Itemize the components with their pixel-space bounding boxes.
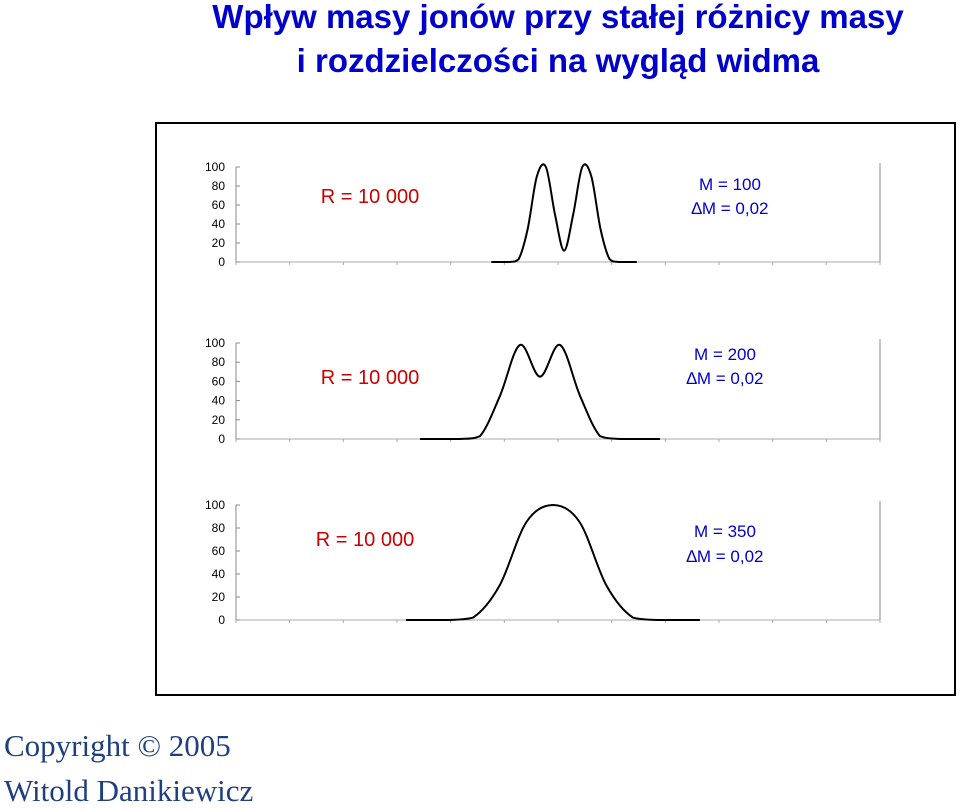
copyright-text: Copyright © 2005 xyxy=(4,728,231,763)
y-tick-label: 20 xyxy=(212,590,226,604)
chart-2: 100 80 60 40 20 0 R = 10 000 M = 200 ∆M = 0,02 xyxy=(205,336,881,446)
y-tick-label: 0 xyxy=(218,255,225,269)
spectrum-curve xyxy=(420,343,660,440)
y-tick-label: 60 xyxy=(212,198,226,212)
resolution-label: R = 10 000 xyxy=(321,186,419,208)
mass-difference-label: ∆M = 0,02 xyxy=(686,369,763,388)
spectrum-curve xyxy=(491,163,637,263)
mass-label: M = 350 xyxy=(694,522,756,541)
chart-3: 100 80 60 40 20 0 R = 10 000 M = 350 ∆M = 0,02 xyxy=(205,498,881,627)
y-tick-label: 0 xyxy=(218,432,225,446)
y-tick-label: 80 xyxy=(212,521,226,535)
page-title-line-1: Wpływ masy jonów przy stałej różnicy mas… xyxy=(212,0,904,35)
y-tick-label: 100 xyxy=(205,498,225,512)
y-tick-label: 20 xyxy=(212,413,226,427)
author-name: Witold Danikiewicz xyxy=(4,773,254,808)
y-tick-label: 20 xyxy=(212,236,226,250)
y-tick-label: 60 xyxy=(212,544,226,558)
y-tick-label: 80 xyxy=(212,355,226,369)
y-tick-label: 80 xyxy=(212,179,226,193)
page-title-line-2: i rozdzielczości na wygląd widma xyxy=(296,42,820,79)
mass-label: M = 100 xyxy=(699,175,761,194)
y-tick-label: 40 xyxy=(212,217,226,231)
y-tick-label: 100 xyxy=(205,160,225,174)
mass-difference-label: ∆M = 0,02 xyxy=(686,547,763,566)
mass-difference-label: ∆M = 0,02 xyxy=(691,199,768,218)
y-tick-label: 40 xyxy=(212,394,226,408)
mass-label: M = 200 xyxy=(694,345,756,364)
y-tick-label: 40 xyxy=(212,567,226,581)
resolution-label: R = 10 000 xyxy=(321,367,419,389)
y-tick-label: 0 xyxy=(218,613,225,627)
resolution-label: R = 10 000 xyxy=(316,529,414,551)
y-tick-label: 60 xyxy=(212,374,226,388)
spectrum-curve xyxy=(406,503,700,621)
y-tick-label: 100 xyxy=(205,336,225,350)
chart-1: 100 80 60 40 20 0 R = 10 000 M = 100 ∆M = 0,02 xyxy=(205,160,881,269)
